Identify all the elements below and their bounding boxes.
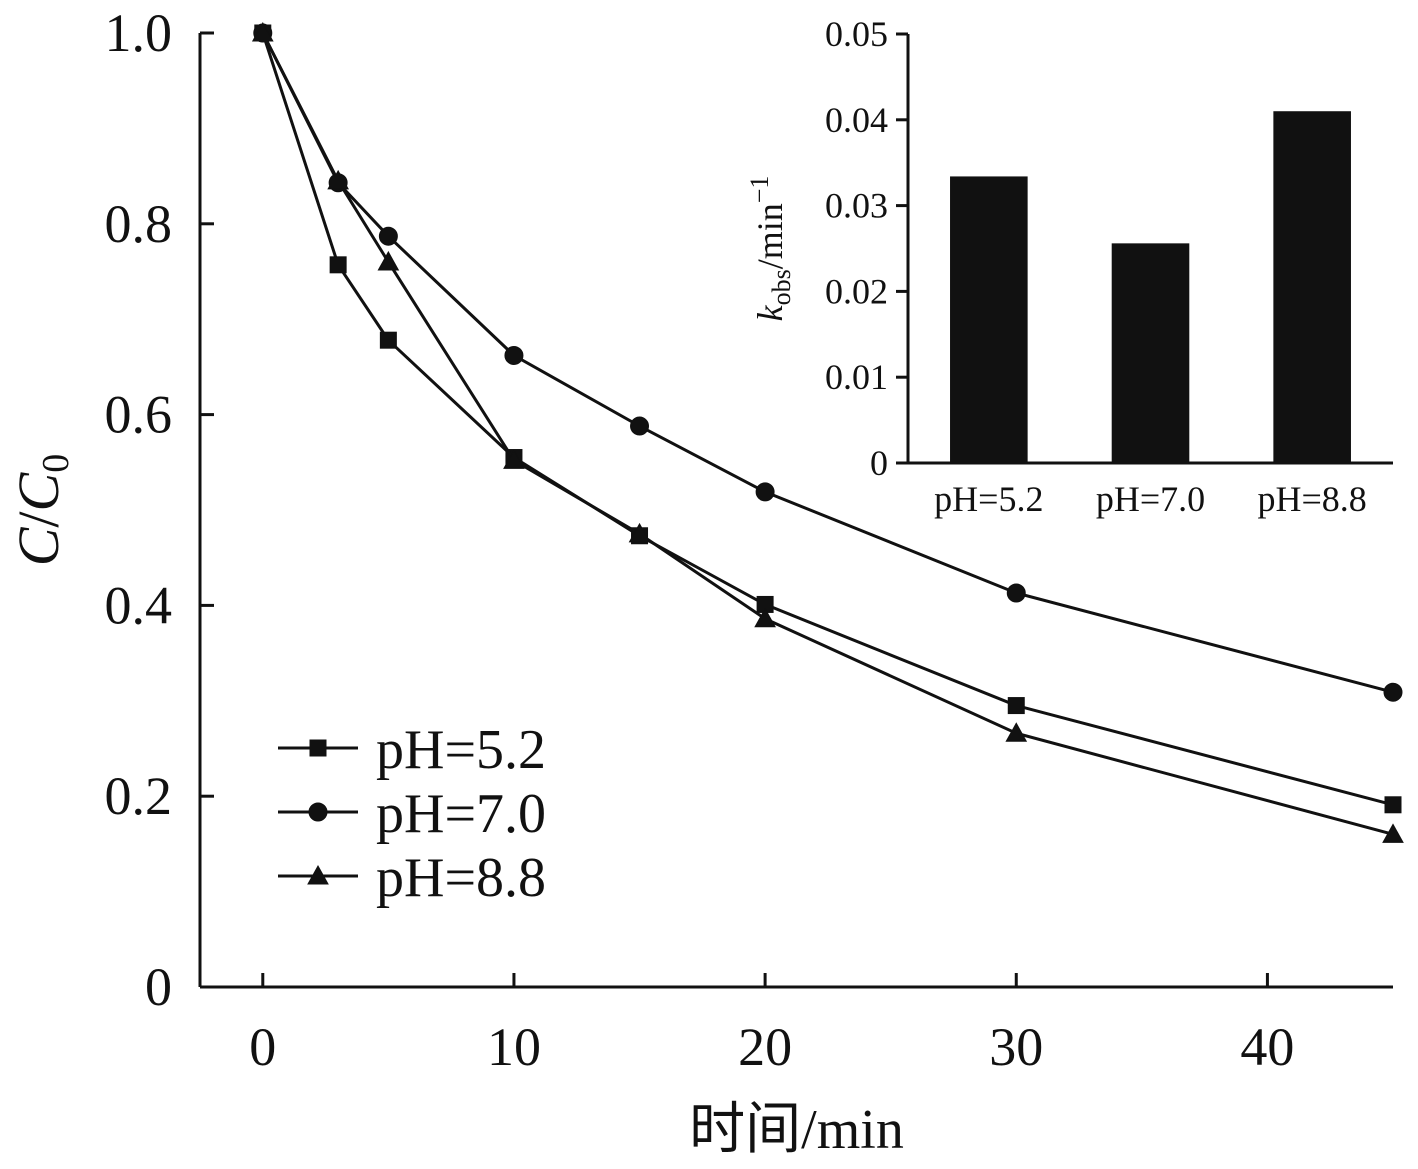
y-tick-label: 0.4 [105,575,173,635]
y-axis-title-subscript: 0 [35,454,77,473]
legend-entry-ph-5-2: pH=5.2 [278,719,546,781]
data-point-ph-8-8 [1005,722,1028,742]
inset-bar [950,176,1028,464]
legend-marker [308,802,328,822]
inset-y-tick-label: 0.03 [825,186,888,226]
x-tick-label: 30 [989,1017,1043,1077]
y-axis-title: C/C0 [6,454,77,567]
legend-marker [307,864,329,885]
inset-y-axis-title-unit: /min [750,203,790,269]
inset-y-tick-label: 0 [870,443,888,483]
y-tick-label: 0.2 [105,766,173,826]
series-line-ph-5-2 [261,32,1394,807]
data-point-ph-7-0 [755,482,775,502]
x-tick-label: 0 [249,1017,276,1077]
y-tick-label: 0.6 [105,385,173,445]
data-point-ph-7-0 [1383,682,1403,702]
inset-x-tick-label: pH=5.2 [934,479,1043,519]
inset-x-tick-label: pH=7.0 [1096,479,1205,519]
inset-y-axis-title: kobs/min−1 [745,176,796,322]
data-point-ph-5-2 [1007,697,1025,715]
data-point-ph-7-0 [504,345,524,365]
data-point-ph-7-0 [1006,583,1026,603]
y-tick-label: 1.0 [105,3,173,63]
legend-marker [309,739,327,757]
inset-y-axis-title-subscript: obs [767,269,796,305]
legend-entry-ph-7-0: pH=7.0 [278,783,546,845]
data-point-ph-5-2 [1384,796,1402,814]
data-point-ph-5-2 [329,256,347,274]
data-point-ph-7-0 [630,416,650,436]
data-point-ph-8-8 [377,250,400,271]
legend-label: pH=7.0 [376,783,546,845]
x-tick-label: 10 [487,1017,541,1077]
x-tick-label: 20 [738,1017,792,1077]
data-point-ph-8-8 [251,21,274,42]
inset-bar [1111,243,1190,463]
data-point-ph-8-8 [1382,823,1404,843]
data-point-ph-8-8 [754,607,776,628]
inset-y-tick-label: 0.01 [825,357,888,397]
data-point-ph-8-8 [503,449,525,469]
y-axis-title-slash: / [6,511,71,528]
inset-y-tick-label: 0.02 [825,271,888,311]
legend: pH=5.2pH=7.0pH=8.8 [278,719,546,909]
inset-bar-chart: 0 0.01 0.02 0.03 0.04 0.05 pH=5.2 pH=7.0 pH=8.8 k… [745,14,1393,519]
inset-bar [1273,111,1351,463]
inset-y-axis-title-k: k [750,304,790,321]
series-line-ph-8-8 [261,32,1394,836]
legend-label: pH=8.8 [376,847,546,909]
inset-x-tick-label: pH=8.8 [1258,479,1367,519]
inset-y-tick-label: 0.04 [825,100,888,140]
x-tick-label: 40 [1240,1017,1294,1077]
data-point-ph-5-2 [379,331,397,349]
y-tick-label: 0 [145,957,172,1017]
data-point-ph-8-8 [327,169,349,190]
inset-y-axis-title-superscript: −1 [745,176,774,204]
y-axis-title-c0: C [6,471,71,511]
y-axis-title-c: C [6,526,71,566]
x-axis-title: 时间/min [689,1099,904,1161]
data-point-ph-8-8 [628,522,651,543]
data-point-ph-7-0 [378,226,398,246]
legend-label: pH=5.2 [376,719,546,781]
y-tick-label: 0.8 [105,194,173,254]
inset-y-tick-label: 0.05 [825,14,888,54]
legend-entry-ph-8-8: pH=8.8 [278,847,546,909]
